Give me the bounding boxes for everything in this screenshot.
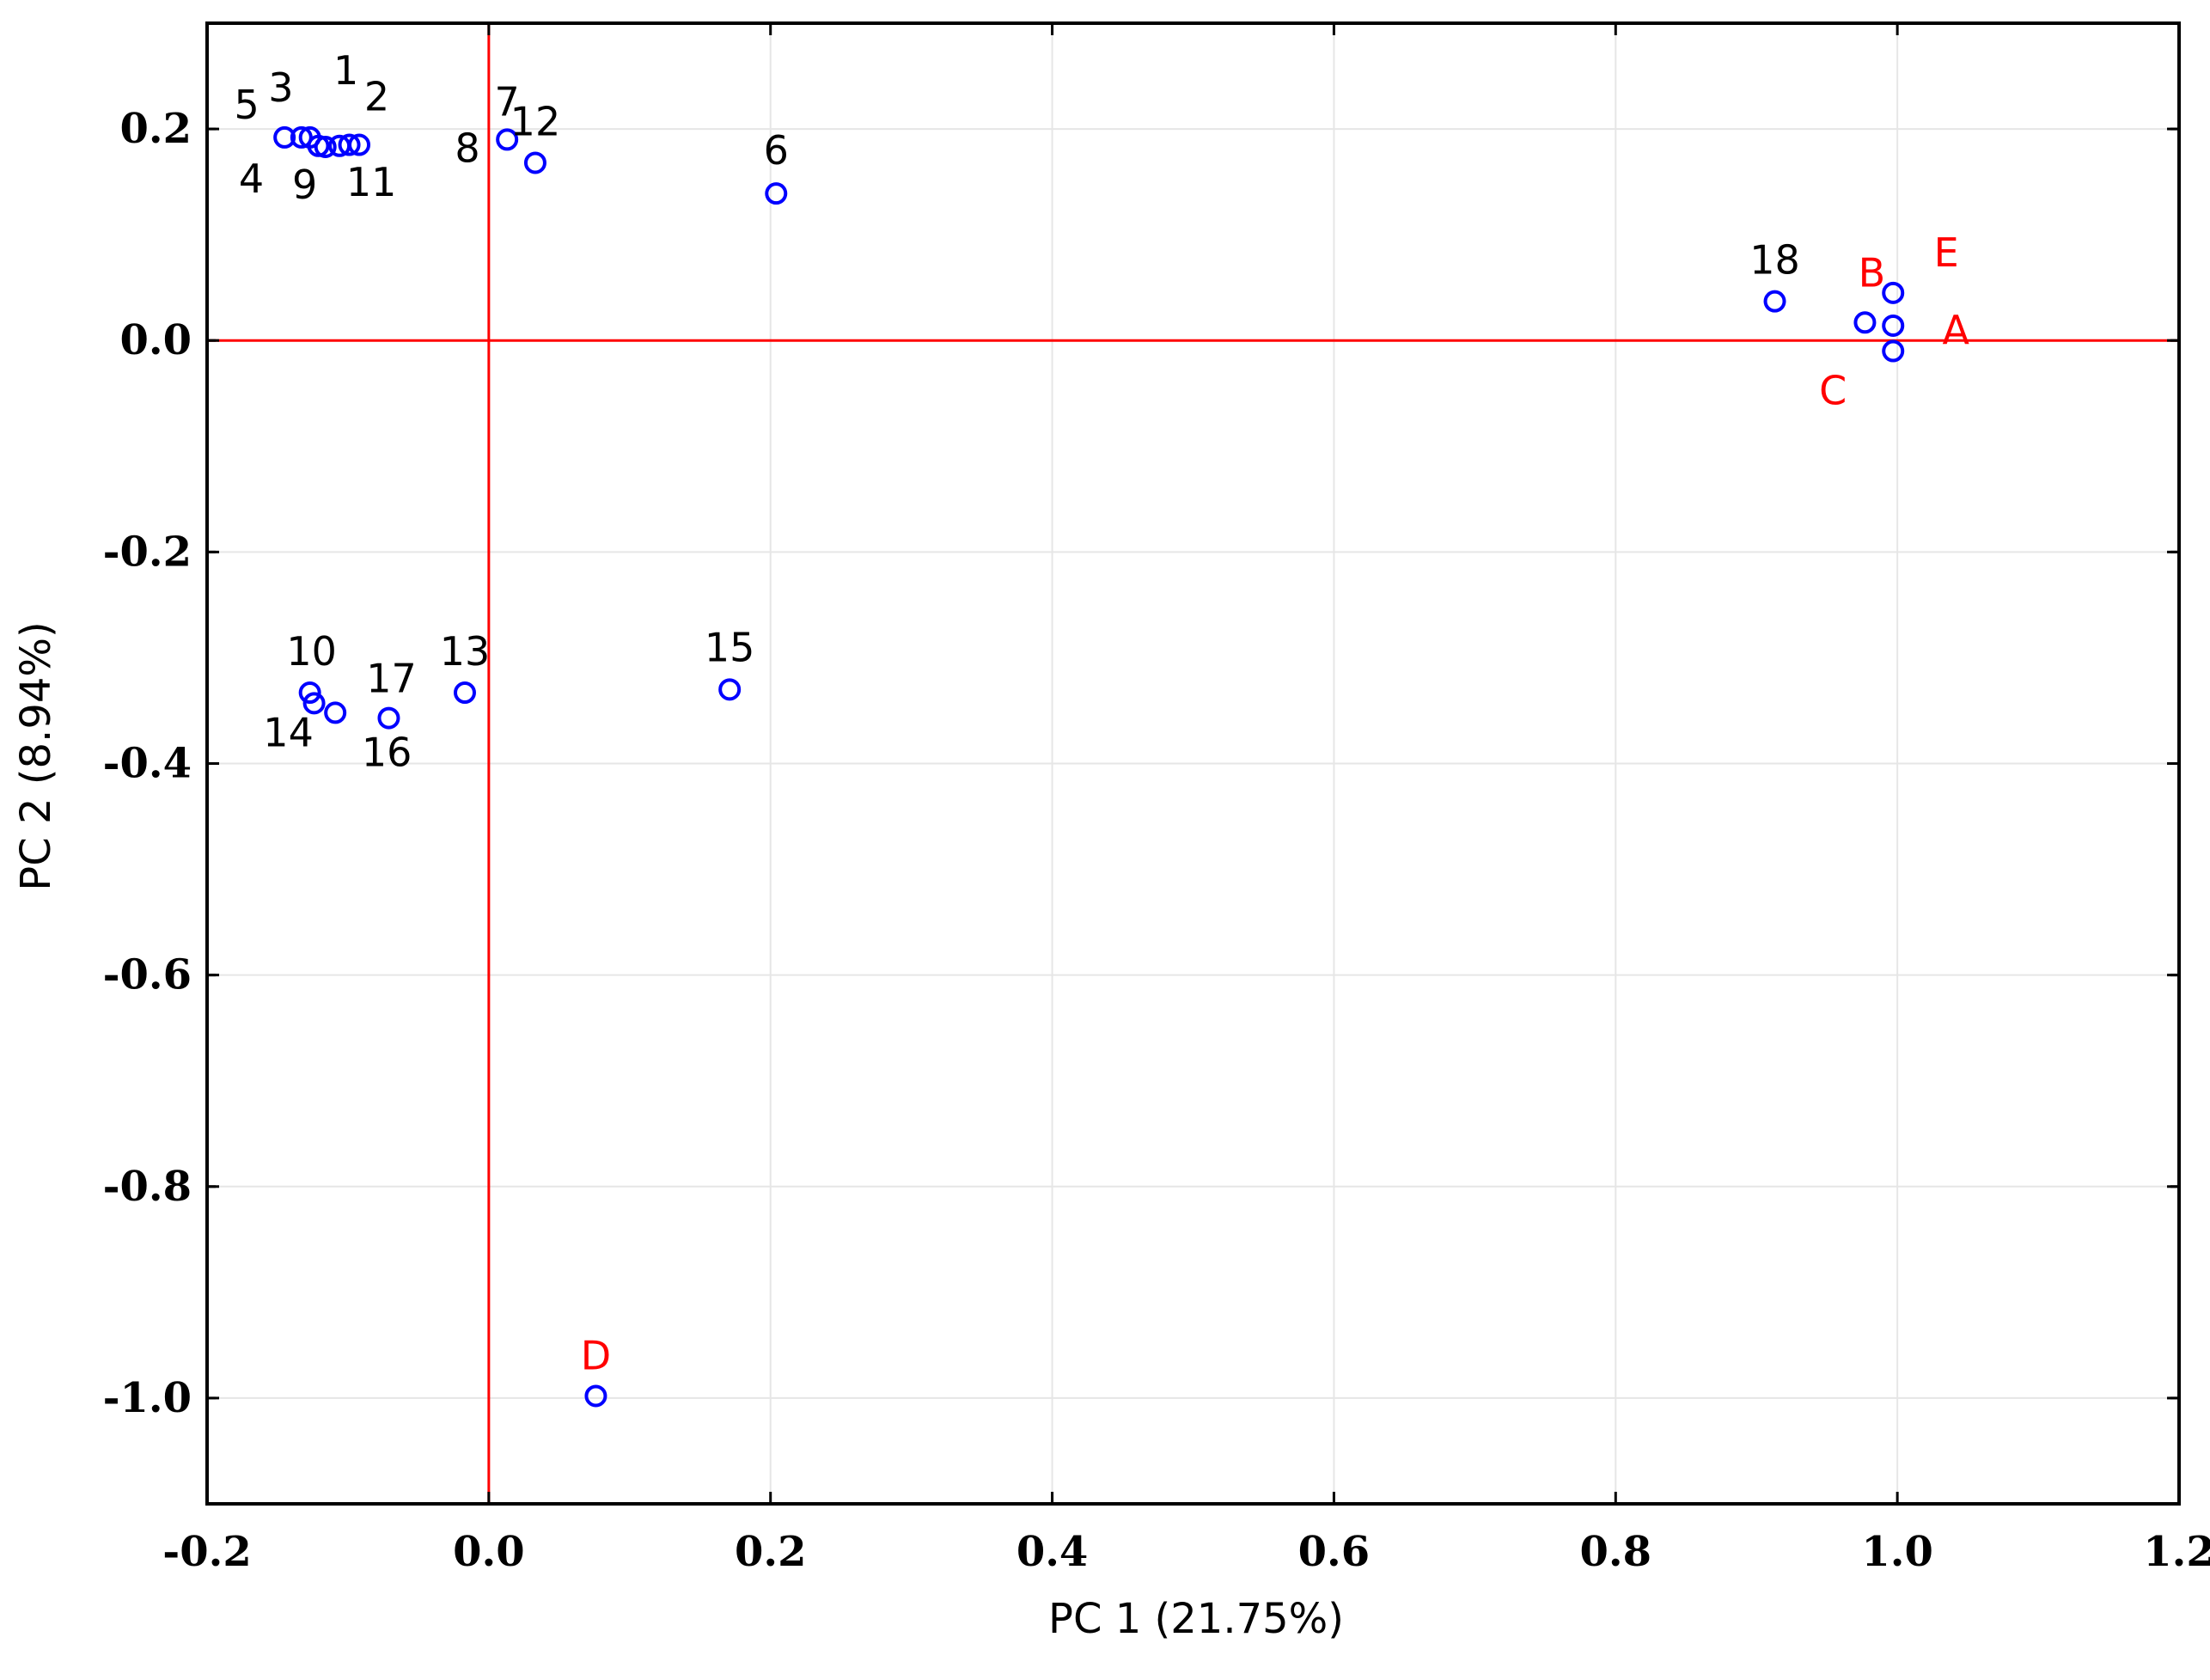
data-point-3 — [290, 125, 313, 149]
x-axis-title: PC 1 (21.75%) — [1048, 1595, 1344, 1643]
data-point-7 — [496, 128, 519, 151]
y-tick-label: 0.2 — [119, 105, 192, 153]
y-axis-title: PC 2 (8.94%) — [12, 621, 60, 890]
data-point-D — [584, 1384, 607, 1408]
reference-lines — [207, 23, 2179, 1504]
data-point-B — [1853, 311, 1877, 334]
point-label-11: 11 — [346, 159, 397, 205]
data-point-A — [1882, 314, 1905, 337]
x-tick-label: 0.8 — [1580, 1528, 1652, 1576]
data-point-13 — [453, 681, 476, 705]
data-point-12 — [523, 151, 546, 174]
data-point-9 — [314, 135, 337, 158]
point-label-15: 15 — [705, 624, 755, 670]
data-point-6 — [765, 182, 788, 205]
x-tick-label: 0.2 — [735, 1528, 807, 1576]
y-tick-label: 0.0 — [119, 316, 192, 364]
x-tick-label: 0.4 — [1016, 1528, 1089, 1576]
data-point-18 — [1763, 290, 1786, 313]
point-label-B: B — [1859, 249, 1886, 296]
point-label-17: 17 — [366, 656, 417, 702]
data-point-10 — [298, 681, 321, 705]
data-point-11 — [328, 134, 351, 157]
point-label-9: 9 — [292, 162, 317, 208]
x-tick-label: -0.2 — [162, 1528, 251, 1576]
point-label-7: 7 — [495, 78, 520, 125]
axis-ticks: -0.2 0.0 0.2 0.4 0.6 0.8 1.0 1.2 0.2 0.0 -0.2 -0.4 -… — [103, 23, 2210, 1576]
point-label-2: 2 — [364, 74, 389, 120]
point-label-4: 4 — [239, 156, 264, 202]
point-label-5: 5 — [235, 82, 259, 128]
y-tick-label: -0.6 — [103, 951, 192, 999]
y-tick-label: -1.0 — [103, 1374, 192, 1422]
point-label-14: 14 — [263, 709, 314, 755]
x-tick-label: 1.0 — [1861, 1528, 1933, 1576]
data-point-5 — [273, 125, 296, 149]
x-tick-label: 0.0 — [453, 1528, 525, 1576]
y-tick-label: -0.2 — [103, 528, 192, 576]
y-tick-label: -0.8 — [103, 1163, 192, 1211]
point-label-D: D — [581, 1332, 611, 1378]
data-point-15 — [718, 678, 742, 701]
x-tick-label: 0.6 — [1298, 1528, 1371, 1576]
data-point-E — [1882, 281, 1905, 304]
data-point-14 — [302, 692, 326, 715]
point-label-A: A — [1942, 307, 1969, 353]
point-label-3: 3 — [268, 64, 293, 111]
point-label-13: 13 — [440, 628, 491, 675]
data-point-C — [1882, 339, 1905, 363]
point-label-18: 18 — [1749, 237, 1800, 284]
grid-layer — [207, 23, 2179, 1504]
point-label-10: 10 — [286, 628, 337, 675]
point-label-12: 12 — [510, 98, 561, 144]
y-tick-label: -0.4 — [103, 740, 192, 788]
data-points — [273, 125, 1905, 1408]
point-label-E: E — [1934, 229, 1959, 276]
point-label-1: 1 — [333, 47, 358, 94]
data-point-17 — [377, 706, 400, 730]
point-label-16: 16 — [362, 729, 412, 775]
x-tick-label: 1.2 — [2143, 1528, 2210, 1576]
data-point-2 — [338, 133, 361, 156]
data-point-16 — [324, 701, 347, 724]
point-label-6: 6 — [764, 127, 789, 174]
point-label-8: 8 — [455, 125, 479, 172]
point-label-C: C — [1819, 368, 1847, 414]
